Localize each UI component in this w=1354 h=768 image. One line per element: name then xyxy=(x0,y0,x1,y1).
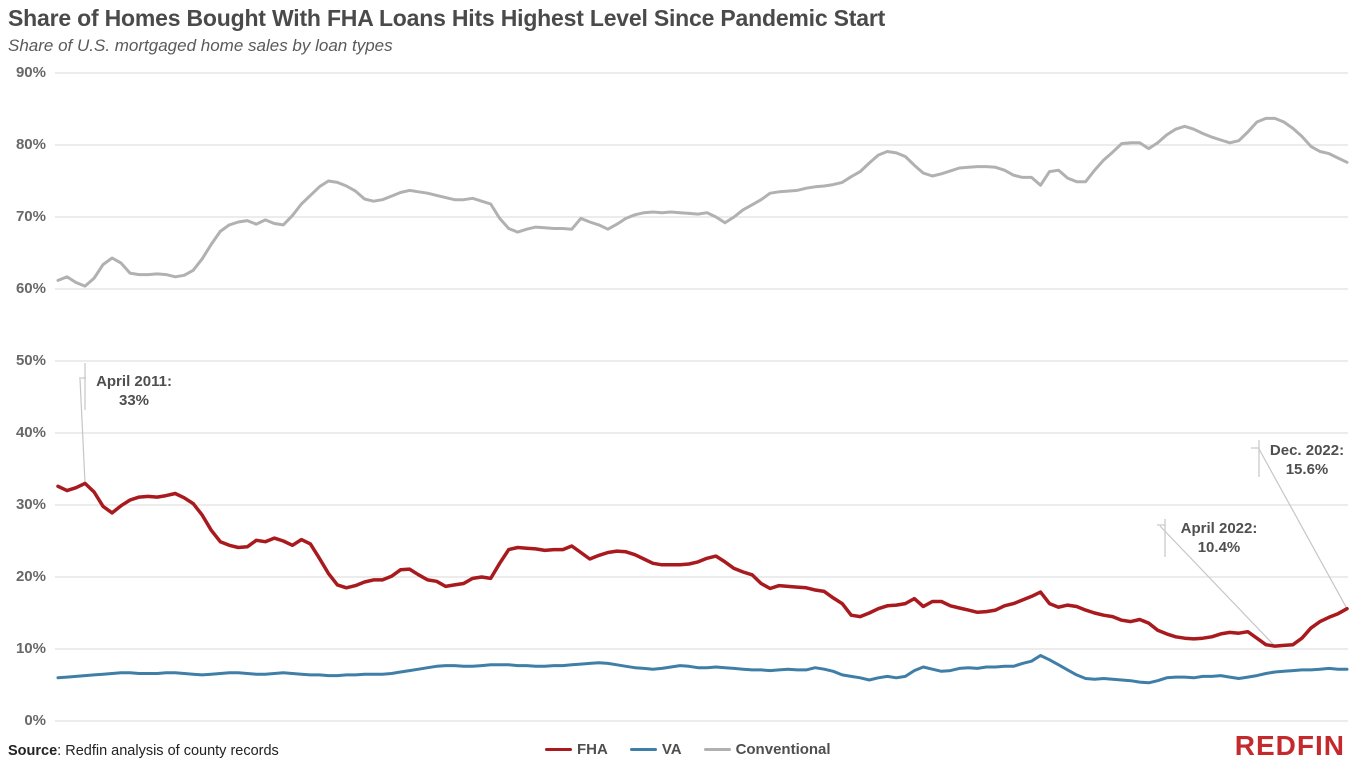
y-axis-tick-label: 20% xyxy=(15,568,46,585)
annotation-april-2011: April 2011: 33% xyxy=(94,372,174,410)
source-label: Source xyxy=(8,743,58,759)
annotation-value: 10.4% xyxy=(1197,539,1241,556)
fha-line-swatch xyxy=(545,747,572,752)
annotation-label: Dec. 2022: xyxy=(1269,442,1345,459)
chart-legend: FHA VA Conventional xyxy=(545,741,831,758)
annotation-value: 33% xyxy=(118,392,150,409)
legend-item-fha: FHA xyxy=(545,741,608,758)
annotation-april-2022: April 2022: 10.4% xyxy=(1175,519,1263,557)
legend-label: VA xyxy=(661,741,682,758)
va-series-line xyxy=(56,654,1349,685)
conventional-series-line xyxy=(56,116,1349,288)
conventional-line-swatch xyxy=(703,747,731,752)
annotation-label: April 2011: xyxy=(96,373,172,390)
annotation-leader-line xyxy=(1258,448,1348,609)
legend-label: Conventional xyxy=(735,741,831,758)
y-axis-tick-label: 10% xyxy=(15,640,46,657)
y-axis-tick-label: 0% xyxy=(24,712,46,729)
va-line-swatch xyxy=(629,747,657,752)
annotation-leader-line xyxy=(79,378,86,484)
y-axis-tick-label: 70% xyxy=(15,208,46,225)
page-title: Share of Homes Bought With FHA Loans Hit… xyxy=(8,5,886,31)
y-axis-tick-label: 30% xyxy=(15,496,46,513)
fha-series-line xyxy=(56,481,1349,648)
annotation-leader-line xyxy=(1159,525,1276,647)
y-axis-tick-label: 60% xyxy=(15,280,46,297)
y-axis-tick-label: 90% xyxy=(15,64,46,81)
y-axis-tick-label: 80% xyxy=(15,136,46,153)
redfin-logo: REDFIN xyxy=(1234,730,1345,761)
annotation-label: April 2022: xyxy=(1180,520,1258,537)
y-axis-tick-label: 40% xyxy=(15,424,46,441)
source-attribution: Source: Redfin analysis of county record… xyxy=(8,743,279,759)
source-text: : Redfin analysis of county records xyxy=(57,743,279,759)
y-axis-tick-label: 50% xyxy=(15,352,46,369)
legend-item-va: VA xyxy=(629,741,682,758)
legend-label: FHA xyxy=(577,741,608,758)
page-subtitle: Share of U.S. mortgaged home sales by lo… xyxy=(8,36,393,55)
annotation-dec-2022: Dec. 2022: 15.6% xyxy=(1263,441,1351,479)
annotation-value: 15.6% xyxy=(1285,461,1329,478)
legend-item-conventional: Conventional xyxy=(703,741,831,758)
